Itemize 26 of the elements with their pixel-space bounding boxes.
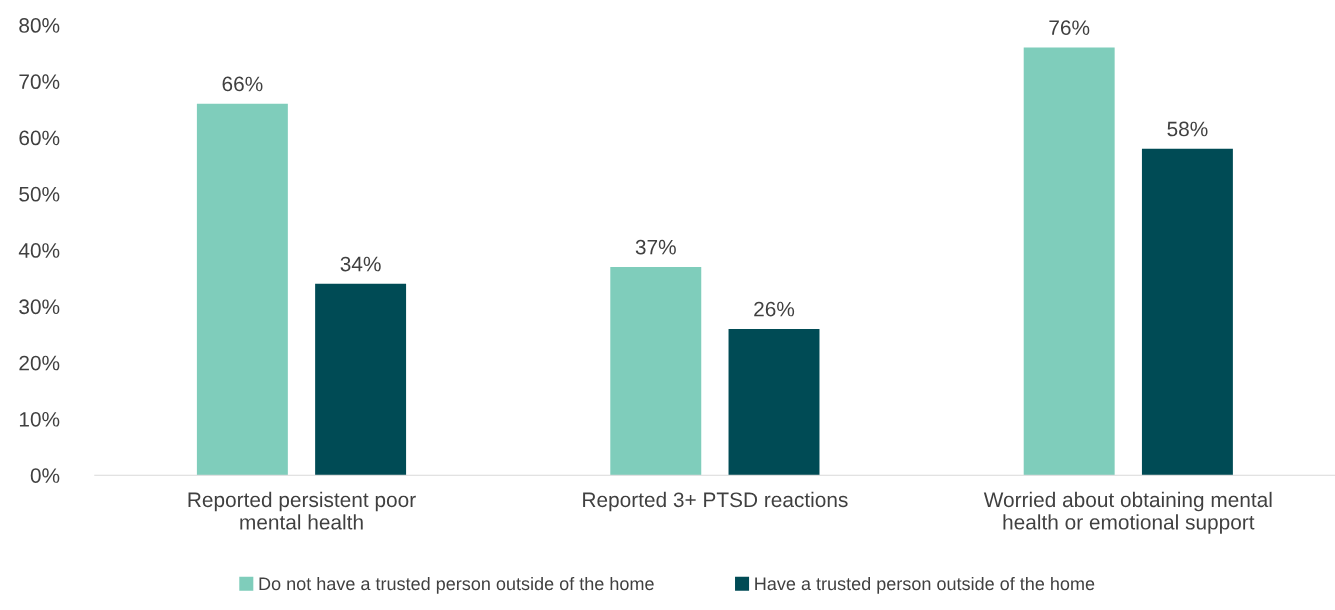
bar: [1141, 148, 1233, 476]
bar: [1023, 47, 1115, 476]
y-tick-label: 20%: [19, 355, 60, 371]
data-label: 66%: [222, 76, 263, 92]
x-tick-label: Reported 3+ PTSD reactions: [583, 491, 848, 512]
bar: [610, 266, 702, 476]
y-tick-label: 60%: [19, 130, 60, 146]
y-tick-label: 40%: [18, 243, 60, 258]
y-tick-label: 50%: [19, 186, 60, 202]
y-tick-label: 0%: [30, 468, 60, 483]
y-tick-label: 70%: [19, 74, 60, 90]
bar: [315, 283, 407, 476]
y-tick-label: 30%: [19, 299, 60, 315]
data-label: 34%: [340, 256, 381, 272]
legend-label: Do not have a trusted person outside of the home: [259, 576, 654, 594]
x-tick-label: Reported persistent poor mental health: [188, 491, 416, 530]
data-label: 58%: [1167, 121, 1208, 137]
x-tick-label: Worried about obtaining mental health or emotional support: [983, 491, 1272, 534]
data-label: 26%: [754, 301, 795, 317]
data-label: 76%: [1049, 20, 1090, 36]
legend-label: Have a trusted person outside of the home: [755, 576, 1095, 594]
y-tick-label: 10%: [19, 411, 60, 427]
data-label: 37%: [635, 239, 676, 255]
bar: [196, 103, 288, 476]
bar: [728, 328, 820, 476]
y-tick-label: 80%: [19, 18, 60, 33]
